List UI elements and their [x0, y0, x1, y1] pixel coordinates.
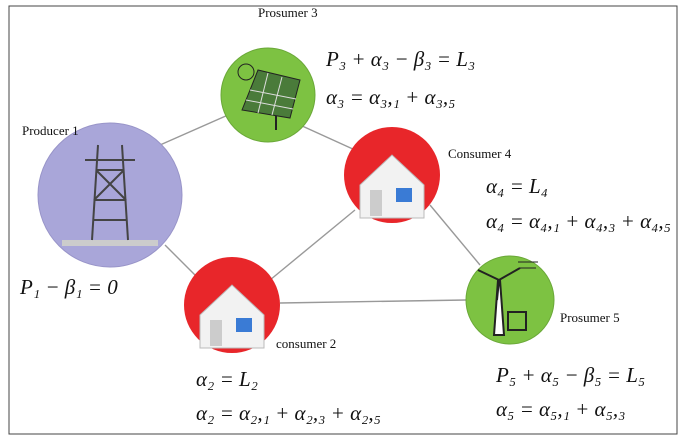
edge — [164, 244, 201, 281]
node-label: consumer 2 — [276, 336, 336, 351]
equation: α₄ = L₄ — [486, 174, 548, 198]
prosumer-solar-icon — [220, 47, 316, 143]
edge — [429, 204, 481, 266]
equation: α₃ = α₃,₁ + α₃,₅ — [326, 85, 455, 109]
equation: α₂ = α₂,₁ + α₂,₃ + α₂,₅ — [196, 401, 381, 425]
equation: α₂ = L₂ — [196, 367, 258, 391]
edges — [159, 114, 481, 304]
producer-icon — [37, 122, 183, 268]
edge — [299, 124, 356, 151]
equation: α₄ = α₄,₁ + α₄,₃ + α₄,₅ — [486, 209, 671, 233]
equation: P₅ + α₅ − β₅ = L₅ — [495, 363, 645, 387]
edge — [159, 114, 229, 146]
node-label: Consumer 4 — [448, 146, 512, 161]
consumer-house-icon — [184, 257, 280, 353]
node-label: Producer 1 — [22, 123, 79, 138]
equation: P₃ + α₃ − β₃ = L₃ — [325, 47, 475, 71]
node-label: Prosumer 5 — [560, 310, 620, 325]
edge — [279, 299, 467, 304]
edge — [269, 209, 356, 281]
consumer-house-icon — [344, 127, 440, 223]
prosumer-wind-icon — [465, 255, 555, 345]
frame — [8, 5, 678, 435]
equation: α₅ = α₅,₁ + α₅,₃ — [496, 397, 625, 421]
equation: P₁ − β₁ = 0 — [19, 275, 118, 299]
node-label: Prosumer 3 — [258, 5, 318, 20]
